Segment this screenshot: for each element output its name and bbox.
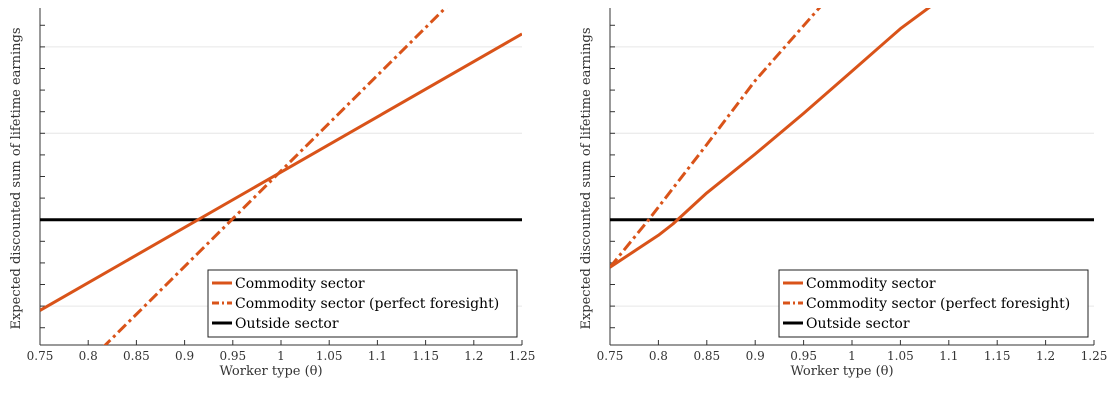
chart-panel-2: 0.75 0.8 0.85 0.9 0.95 1 1.05 1.1 1.15 1.2 1.25 Wor… — [579, 8, 1108, 379]
legend-box — [207, 269, 518, 338]
x-tick-label: 1 — [277, 349, 285, 363]
series-line-2 — [103, 8, 448, 345]
x-tick-label: 1.2 — [1036, 349, 1055, 363]
x-tick-label: 1.05 — [316, 349, 343, 363]
legend-entry-1: Commodity sector — [806, 276, 936, 292]
x-tick-label: 0.95 — [219, 349, 246, 363]
x-tick-label: 0.8 — [79, 349, 98, 363]
series-line-2 — [610, 8, 822, 269]
x-tick-label: 0.85 — [693, 349, 720, 363]
x-tick-label: 0.75 — [27, 349, 54, 363]
series-line-1 — [610, 8, 931, 269]
x-tick-label: 1.05 — [887, 349, 914, 363]
series-group — [610, 8, 1094, 269]
series-group — [40, 8, 522, 345]
x-tick-label: 0.85 — [123, 349, 150, 363]
x-tick-label: 1.1 — [368, 349, 387, 363]
legend: Commodity sector Commodity sector (perfec… — [778, 269, 1089, 338]
legend-box — [778, 269, 1089, 338]
x-axis-label: Worker type (θ) — [219, 364, 322, 379]
x-tick-label: 0.9 — [746, 349, 765, 363]
legend: Commodity sector Commodity sector (perfec… — [207, 269, 518, 338]
legend-entry-1: Commodity sector — [235, 276, 365, 292]
legend-entry-3: Outside sector — [235, 316, 339, 332]
x-tick-label: 1.15 — [984, 349, 1011, 363]
x-tick-label: 1.25 — [509, 349, 536, 363]
chart-panel-1: 0.75 0.8 0.85 0.9 0.95 1 1.05 1.1 1.15 1.2 1.25 Wor… — [9, 8, 536, 379]
x-tick-label: 1.25 — [1081, 349, 1108, 363]
x-tick-label: 1 — [848, 349, 856, 363]
x-tick-label: 1.1 — [939, 349, 958, 363]
x-tick-label: 1.15 — [412, 349, 439, 363]
x-tick-label: 1.2 — [464, 349, 483, 363]
x-tick-label: 0.9 — [175, 349, 194, 363]
x-axis-label: Worker type (θ) — [790, 364, 893, 379]
y-axis-label: Expected discounted sum of lifetime earn… — [9, 27, 24, 329]
x-tick-label: 0.8 — [649, 349, 668, 363]
legend-entry-3: Outside sector — [806, 316, 910, 332]
y-axis-label: Expected discounted sum of lifetime earn… — [579, 27, 594, 329]
legend-entry-2: Commodity sector (perfect foresight) — [235, 296, 499, 312]
x-tick-label: 0.95 — [790, 349, 817, 363]
x-tick-label: 0.75 — [597, 349, 624, 363]
legend-entry-2: Commodity sector (perfect foresight) — [806, 296, 1070, 312]
